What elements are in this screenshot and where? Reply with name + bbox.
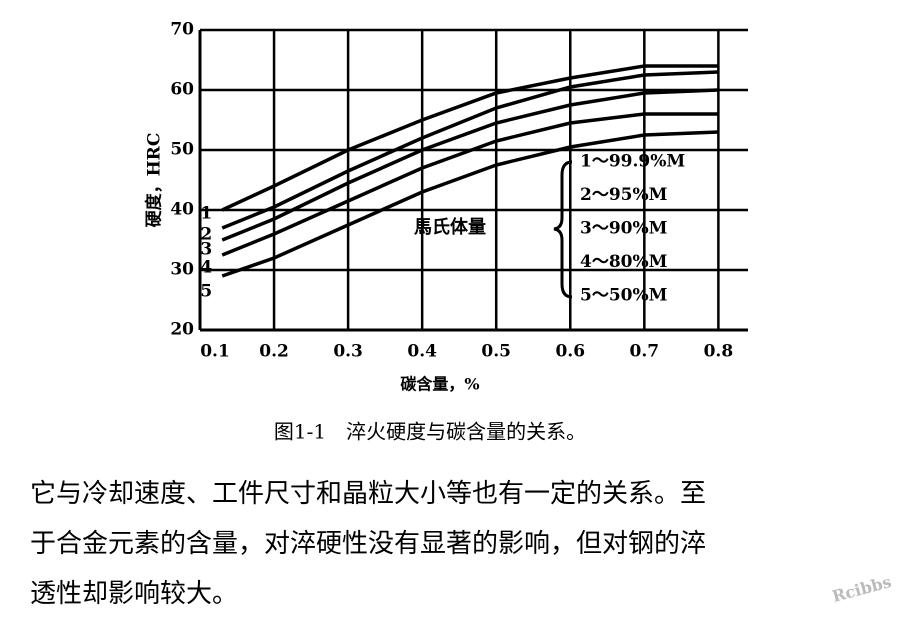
y-tick-label: 20: [170, 320, 194, 340]
paragraph-line: 透性却影响较大。: [30, 579, 238, 609]
x-tick-label: 0.4: [407, 342, 437, 362]
y-tick-label: 50: [170, 140, 194, 160]
curve-label: 5: [200, 282, 212, 302]
legend-entry: 4～80%M: [580, 252, 668, 272]
x-axis-label: 碳含量，%: [400, 375, 479, 394]
curve-label: 1: [200, 204, 212, 224]
legend-entry: 2～95%M: [580, 185, 668, 205]
y-axis-label: 硬度，HRC: [144, 133, 165, 228]
legend-title: 馬氏体量: [414, 216, 486, 238]
y-tick-label: 70: [170, 20, 194, 40]
curve: [221, 88, 719, 242]
y-tick-label: 30: [170, 260, 194, 280]
curve: [221, 112, 719, 257]
curve-label: 4: [200, 258, 212, 278]
legend-entry: 5～50%M: [580, 286, 668, 306]
y-tick-label: 40: [170, 200, 194, 220]
caption: 图1-1 淬火硬度与碳含量的关系。: [274, 420, 586, 444]
curve: [221, 64, 719, 212]
y-tick-label: 60: [170, 80, 194, 100]
curve: [221, 130, 719, 278]
legend-brace: [553, 160, 573, 299]
x-tick-label: 0.1: [200, 342, 230, 362]
x-tick-label: 0.5: [481, 342, 511, 362]
x-tick-label: 0.3: [333, 342, 363, 362]
legend-entry: 1～99.9%M: [580, 152, 685, 172]
curve-label: 2: [200, 225, 212, 245]
x-tick-label: 0.6: [555, 342, 585, 362]
x-tick-label: 0.8: [704, 342, 734, 362]
x-tick-label: 0.2: [259, 342, 289, 362]
x-tick-label: 0.7: [630, 342, 660, 362]
paragraph-line: 它与冷却速度、工件尺寸和晶粒大小等也有一定的关系。至: [30, 479, 706, 509]
paragraph-line: 于合金元素的含量，对淬硬性没有显著的影响，但对钢的淬: [30, 529, 706, 559]
legend-entry: 3～90%M: [580, 219, 668, 239]
curve-label: 3: [200, 240, 212, 260]
curve: [221, 70, 719, 230]
